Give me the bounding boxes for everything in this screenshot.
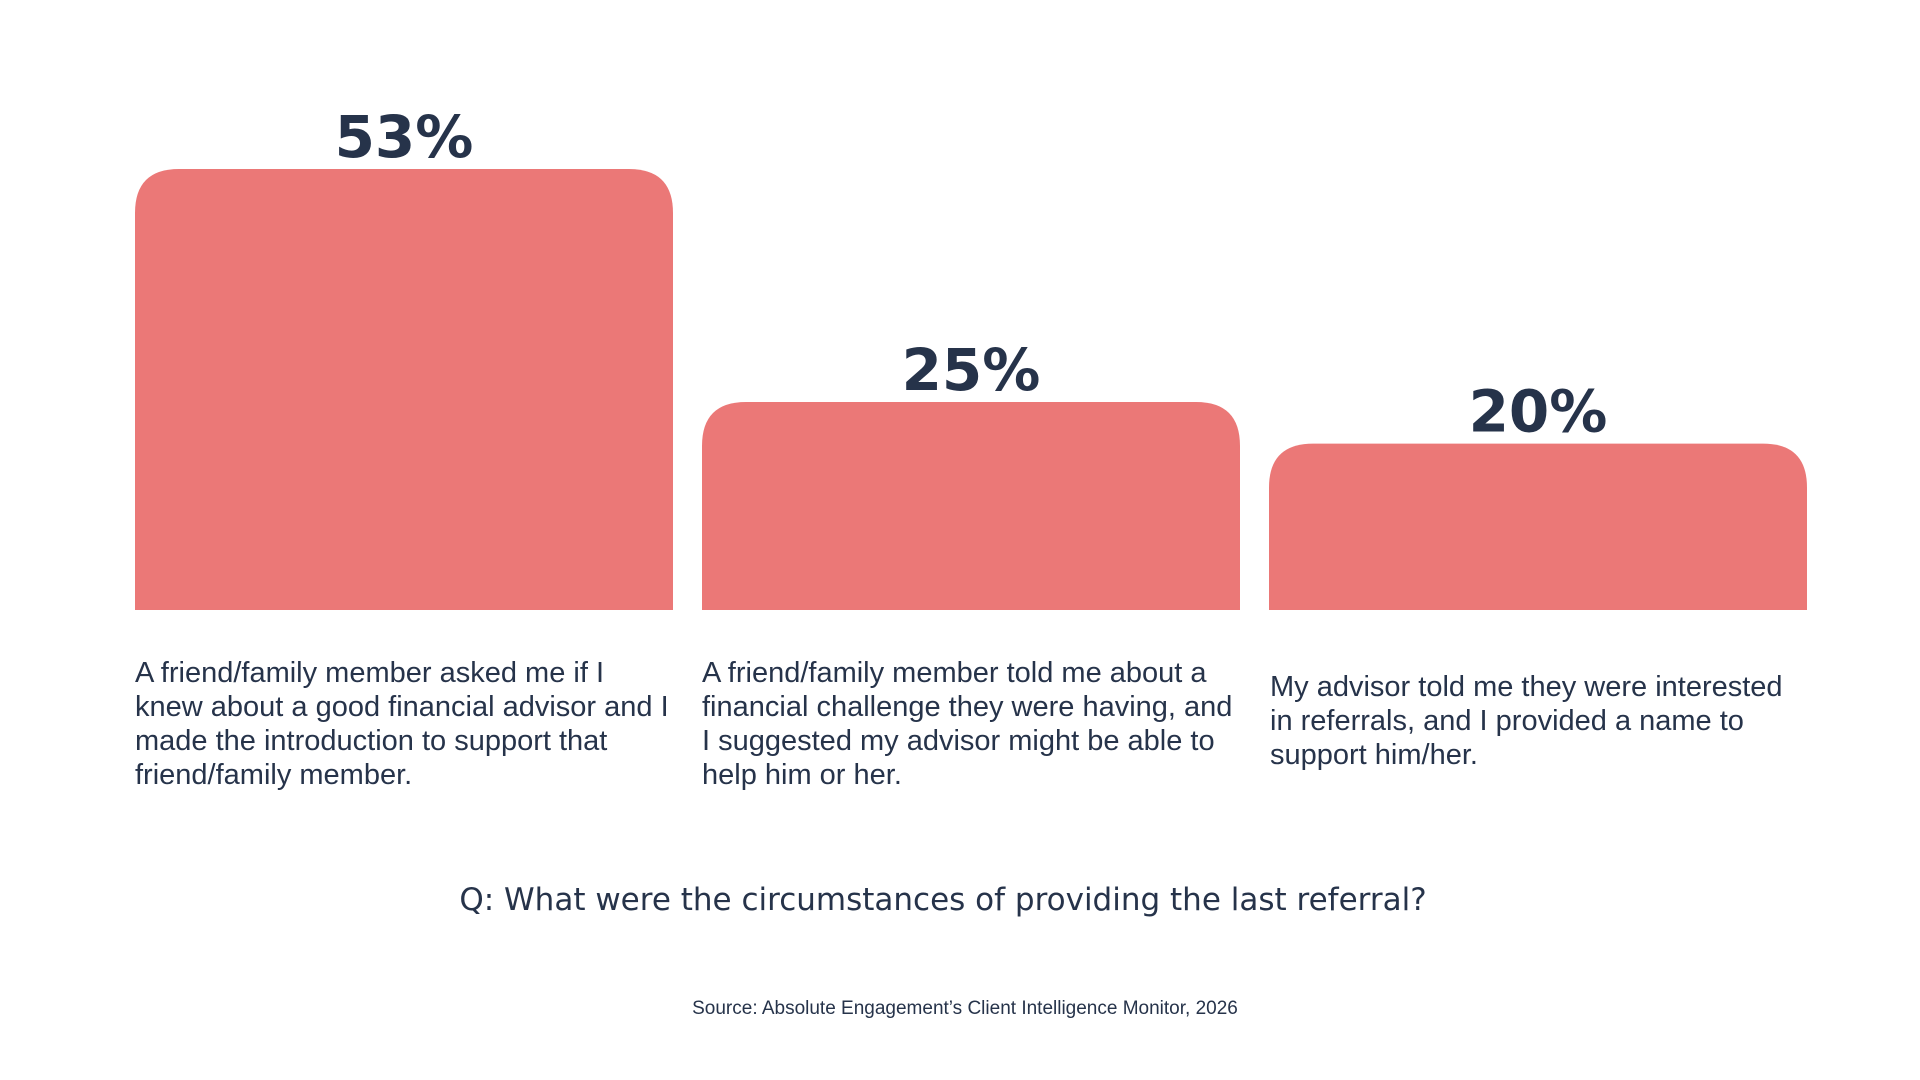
bar-financial-challenge — [702, 401, 1240, 610]
value-label-advisor-asked: 20% — [1469, 378, 1608, 446]
value-label-introduction: 53% — [335, 103, 474, 171]
bar-advisor-asked — [1269, 443, 1807, 610]
bar-introduction — [135, 169, 673, 610]
category-label-advisor-asked: My advisor told me they were interested … — [1270, 671, 1783, 771]
category-label-introduction: A friend/family member asked me if I kne… — [135, 657, 669, 791]
source-note: Source: Absolute Engagement’s Client Int… — [692, 998, 1238, 1019]
survey-question: Q: What were the circumstances of provid… — [459, 882, 1427, 918]
value-label-financial-challenge: 25% — [902, 336, 1041, 404]
category-label-financial-challenge: A friend/family member told me about a f… — [702, 657, 1233, 791]
